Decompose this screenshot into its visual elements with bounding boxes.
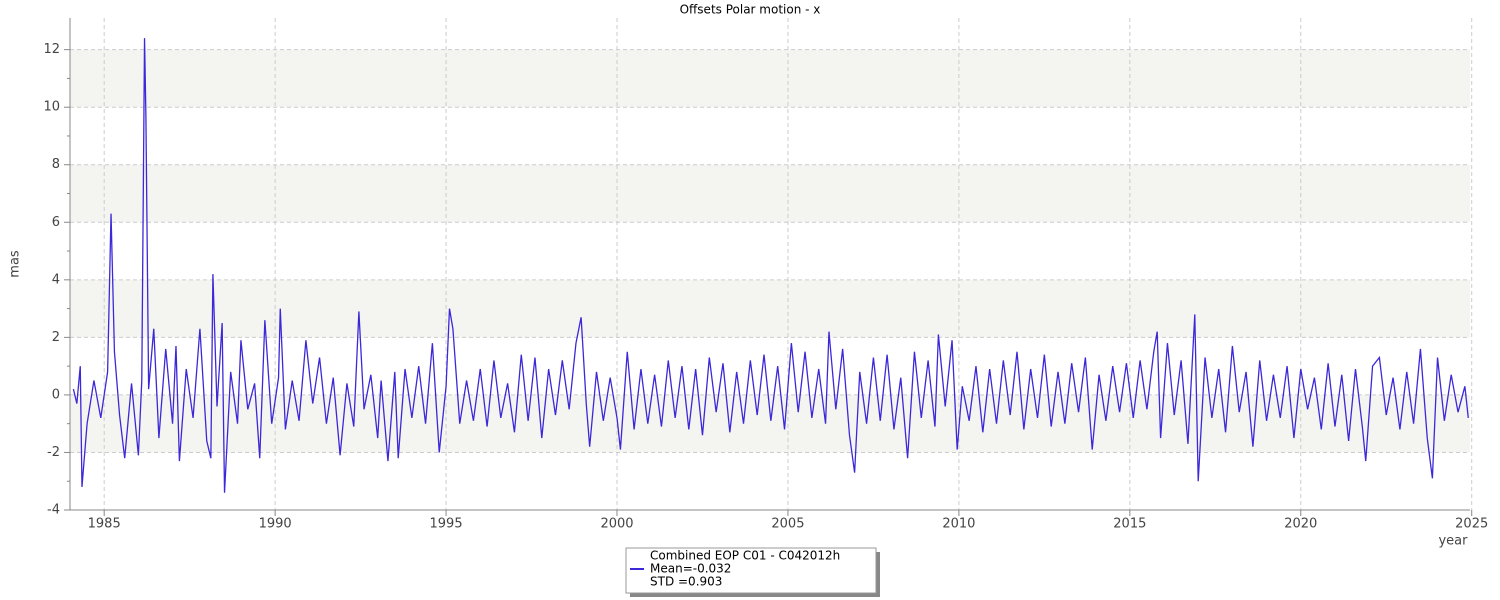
legend-label: Combined EOP C01 - C042012h xyxy=(650,549,840,563)
y-tick-label: 2 xyxy=(52,330,60,345)
band xyxy=(70,49,1470,108)
x-tick-label: 2020 xyxy=(1284,517,1317,532)
y-tick-label: 0 xyxy=(52,387,60,402)
x-tick-label: 1995 xyxy=(430,517,463,532)
band xyxy=(70,279,1470,338)
band xyxy=(70,164,1470,223)
legend-note: STD =0.903 xyxy=(650,575,722,589)
legend-box xyxy=(625,547,877,594)
x-tick-label: 2025 xyxy=(1455,517,1488,532)
band xyxy=(70,394,1470,453)
x-tick-label: 2010 xyxy=(942,517,975,532)
data-line xyxy=(72,38,1469,493)
x-tick-label: 2015 xyxy=(1113,517,1146,532)
y-tick-label: -4 xyxy=(47,503,60,518)
y-axis-label: mas xyxy=(8,250,23,278)
x-tick-label: 2000 xyxy=(600,517,633,532)
x-tick-label: 1985 xyxy=(88,517,121,532)
x-tick-label: 1990 xyxy=(259,517,292,532)
y-tick-label: 6 xyxy=(52,215,60,230)
y-tick-label: -2 xyxy=(47,445,60,460)
legend-note: Mean=-0.032 xyxy=(650,562,731,576)
y-tick-label: 10 xyxy=(43,100,60,115)
y-tick-label: 8 xyxy=(52,157,60,172)
legend: Combined EOP C01 - C042012h Mean=-0.032 … xyxy=(625,547,880,597)
y-tick-label: 12 xyxy=(43,42,60,57)
x-axis-label: year xyxy=(1438,534,1468,549)
chart-title: Offsets Polar motion - x xyxy=(680,3,821,17)
y-tick-label: 4 xyxy=(52,272,60,287)
x-tick-label: 2005 xyxy=(771,517,804,532)
